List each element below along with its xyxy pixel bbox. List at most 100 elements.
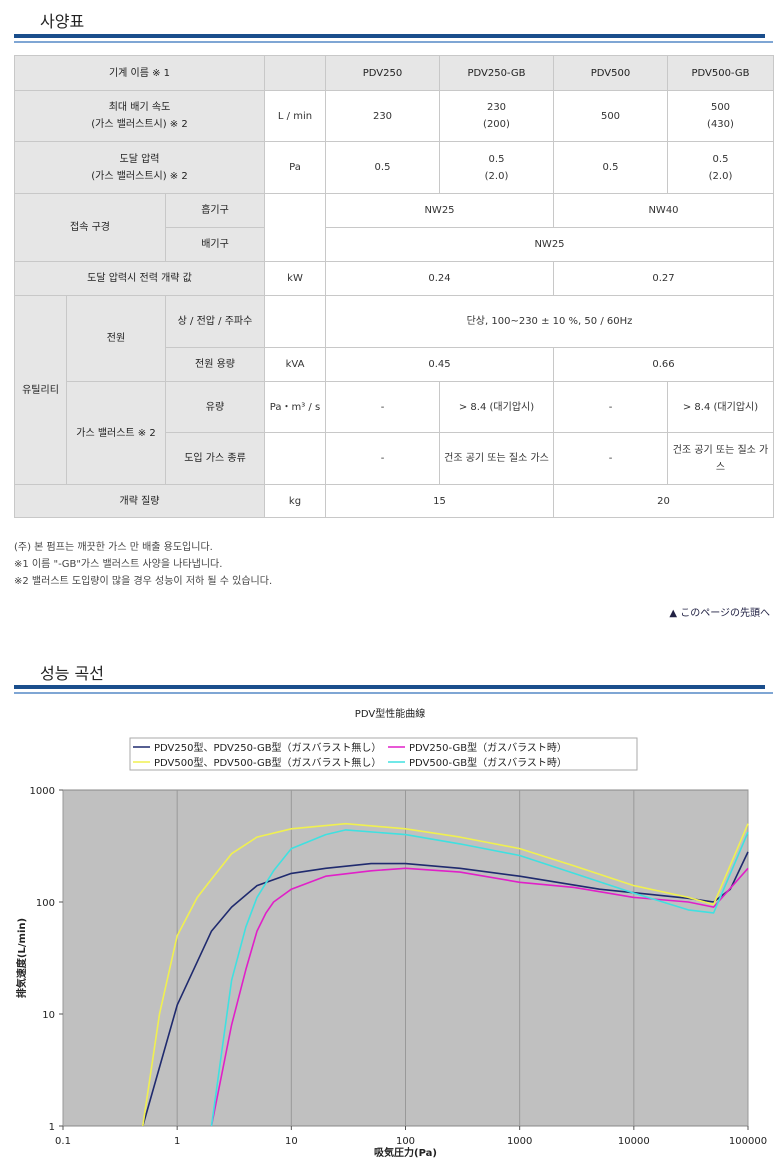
rule: [14, 41, 773, 43]
x-tick-label: 1: [174, 1136, 180, 1147]
data-cell: 0.27: [553, 261, 774, 296]
cell-line: (가스 밸러스트시) ※ 2: [91, 170, 188, 182]
rule: [14, 692, 773, 694]
label-cell: 기계 이름 ※ 1: [14, 55, 265, 91]
cell-line: 0.5: [712, 153, 729, 165]
data-cell: NW25: [325, 193, 554, 228]
chart: PDV型性能曲線 0.1 1 10 100 1000 10000 1000001101001…: [15, 707, 767, 1158]
label-cell: 접속 구경: [14, 193, 166, 262]
label-cell: 흡기구: [165, 193, 265, 228]
note: ※1 이름 "-GB"가스 밸러스트 사양을 나타냅니다.: [14, 559, 223, 570]
data-cell: 230 (200): [439, 90, 554, 142]
data-cell: 건조 공기 또는 질소 가스: [667, 432, 774, 485]
x-tick-label: 100: [396, 1136, 415, 1147]
label-cell: [264, 193, 326, 262]
label-cell: 전원: [66, 295, 166, 382]
data-cell: 0.5 (2.0): [439, 141, 554, 194]
data-cell: > 8.4 (대기압시): [667, 381, 774, 433]
data-cell: Pa・m³ / s: [264, 381, 326, 433]
section-title: 사양표: [40, 12, 85, 31]
label-cell: 유틸리티: [14, 295, 67, 485]
data-cell: 15: [325, 484, 554, 518]
cell-line: 230: [486, 102, 507, 113]
label-cell: [264, 432, 326, 485]
y-tick-label: 1000: [30, 786, 55, 797]
label-cell: 도달 압력 (가스 밸러스트시) ※ 2: [14, 141, 265, 194]
data-cell: kg: [264, 484, 326, 518]
cell-line: (가스 밸러스트시) ※ 2: [91, 119, 188, 130]
label-cell: PDV500: [553, 55, 668, 91]
data-cell: 500 (430): [667, 90, 774, 142]
section-title: 성능 곡선: [40, 664, 104, 683]
label-cell: [264, 295, 326, 348]
cell-line: (200): [483, 119, 510, 130]
cell-line: 최대 배기 속도: [108, 102, 171, 113]
data-cell: 0.66: [553, 347, 774, 382]
data-cell: -: [553, 432, 668, 485]
data-cell: kW: [264, 261, 326, 296]
label-cell: 전원 용량: [165, 347, 265, 382]
label-cell: 배기구: [165, 227, 265, 262]
cell-line: (430): [707, 119, 734, 130]
data-cell: L / min: [264, 90, 326, 142]
x-tick-label: 10: [285, 1136, 298, 1147]
cell-line: 도달 압력: [119, 153, 160, 165]
data-cell: 건조 공기 또는 질소 가스: [439, 432, 554, 485]
cell-line: (2.0): [708, 170, 733, 182]
x-tick-label: 100000: [729, 1136, 767, 1147]
label-cell: 가스 밸러스트 ※ 2: [66, 381, 166, 485]
y-tick-label: 1: [49, 1122, 55, 1133]
label-cell: 최대 배기 속도 (가스 밸러스트시) ※ 2: [14, 90, 265, 142]
cell-line: 500: [710, 102, 731, 113]
data-cell: 0.5: [553, 141, 668, 194]
label-cell: 개략 질량: [14, 484, 265, 518]
x-tick-label: 1000: [507, 1136, 532, 1147]
data-cell: 0.24: [325, 261, 554, 296]
top-link[interactable]: ▲ このページの先頭へ: [669, 608, 770, 619]
data-cell: -: [325, 381, 440, 433]
data-cell: Pa: [264, 141, 326, 194]
y-tick-label: 100: [36, 898, 55, 909]
spec-table: 기계 이름 ※ 1 PDV250 PDV250-GB PDV500 PDV500-GB 최…: [14, 55, 774, 518]
x-tick-label: 10000: [618, 1136, 650, 1147]
data-cell: 230: [325, 90, 440, 142]
label-cell: PDV250: [325, 55, 440, 91]
data-cell: kVA: [264, 347, 326, 382]
legend-label: PDV500-GB型（ガスバラスト時）: [409, 756, 567, 769]
data-cell: 단상, 100~230 ± 10 %, 50 / 60Hz: [325, 295, 774, 348]
data-cell: NW25: [325, 227, 774, 262]
label-cell: PDV500-GB: [667, 55, 774, 91]
data-cell: 0.45: [325, 347, 554, 382]
cell-line: (2.0): [484, 170, 509, 182]
label-cell: 유량: [165, 381, 265, 433]
x-axis-label: 吸気圧力(Pa): [374, 1146, 437, 1158]
label-cell: [264, 55, 326, 91]
label-cell: 도입 가스 종류: [165, 432, 265, 485]
chart-title: PDV型性能曲線: [355, 707, 425, 720]
data-cell: > 8.4 (대기압시): [439, 381, 554, 433]
note: ※2 밸러스트 도입량이 많을 경우 성능이 저하 될 수 있습니다.: [14, 576, 273, 587]
legend-label: PDV250-GB型（ガスバラスト時）: [409, 741, 567, 754]
data-cell: -: [325, 432, 440, 485]
y-tick-label: 10: [42, 1010, 55, 1021]
x-tick-label: 0.1: [55, 1136, 71, 1147]
label-cell: 도달 압력시 전력 개략 값: [14, 261, 265, 296]
cell-line: 0.5: [488, 153, 505, 165]
data-cell: -: [553, 381, 668, 433]
data-cell: 500: [553, 90, 668, 142]
rule: [14, 34, 765, 38]
y-axis-label: 排気速度(L/min): [15, 918, 28, 998]
label-cell: 상 / 전압 / 주파수: [165, 295, 265, 348]
legend-label: PDV250型、PDV250-GB型（ガスバラスト無し）: [154, 741, 381, 754]
data-cell: NW40: [553, 193, 774, 228]
data-cell: 20: [553, 484, 774, 518]
rule: [14, 685, 765, 689]
label-cell: PDV250-GB: [439, 55, 554, 91]
series-line: [142, 822, 749, 1127]
data-cell: 0.5: [325, 141, 440, 194]
legend-box: [129, 737, 638, 771]
legend-label: PDV500型、PDV500-GB型（ガスバラスト無し）: [154, 756, 381, 769]
note: (주) 본 펌프는 깨끗한 가스 만 배출 용도입니다.: [14, 542, 213, 553]
series-line: [210, 829, 749, 1127]
